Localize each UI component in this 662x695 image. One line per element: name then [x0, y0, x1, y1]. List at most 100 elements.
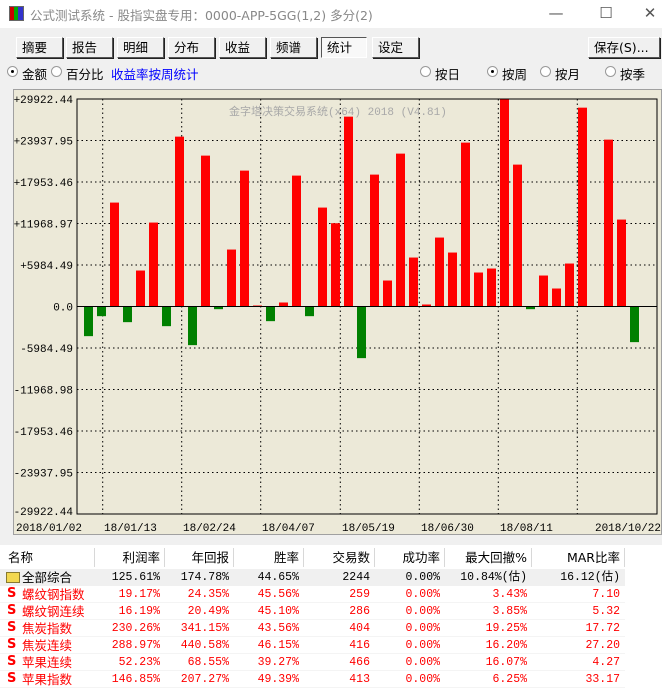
table-row[interactable]: S 螺纹钢连续 16.19% 20.49% 45.10% 286 0.00% 3.85% 5.3… — [0, 603, 625, 620]
bar — [240, 170, 249, 307]
tab-7[interactable]: 设定 — [372, 37, 419, 58]
bar — [227, 249, 236, 307]
amount-label: 金额 — [22, 67, 48, 82]
y-tick-label: -5984.49 — [20, 344, 73, 356]
strategy-s-icon: S — [7, 586, 17, 601]
close-button[interactable]: ✕ — [643, 4, 657, 22]
period-radio-2[interactable] — [540, 66, 551, 77]
table-row[interactable]: 全部综合 125.61% 174.78% 44.65% 2244 0.00% 10.84%(… — [0, 569, 625, 586]
period-label-0: 按日 — [435, 67, 461, 82]
row-cell: 416 — [349, 639, 370, 652]
y-tick-label: +23937.95 — [14, 137, 73, 149]
column-header[interactable]: 最大回撤% — [445, 548, 532, 567]
watermark: 金字塔决策交易系统(x64) 2018 (V4.81) — [229, 104, 447, 119]
bar — [110, 202, 119, 307]
row-cell: 404 — [349, 622, 370, 635]
row-cell: 52.23% — [118, 656, 160, 669]
period-radio-0[interactable] — [420, 66, 431, 77]
maximize-button[interactable]: ☐ — [599, 4, 613, 22]
bar — [513, 164, 522, 307]
row-cell: 45.10% — [257, 605, 299, 618]
period-radio-1[interactable] — [487, 66, 498, 77]
row-cell: 207.27% — [180, 673, 229, 686]
save-button[interactable]: 保存(S)... — [588, 37, 660, 58]
bar — [279, 302, 288, 307]
tab-4[interactable]: 收益 — [219, 37, 266, 58]
row-cell: 3.85% — [492, 605, 527, 618]
percent-radio[interactable] — [51, 66, 62, 77]
folder-icon — [6, 572, 20, 583]
row-cell: 45.56% — [257, 588, 299, 601]
table-row[interactable]: S 苹果连续 52.23% 68.55% 39.27% 466 0.00% 16.07% 4.2… — [0, 654, 625, 671]
table-row[interactable]: S 苹果指数 146.85% 207.27% 49.39% 413 0.00% 6.25% 33… — [0, 671, 625, 688]
column-header[interactable]: 名称 — [0, 548, 95, 567]
row-cell: 19.17% — [118, 588, 160, 601]
row-cell: 16.19% — [118, 605, 160, 618]
row-cell: 3.43% — [492, 588, 527, 601]
column-header[interactable]: 胜率 — [234, 548, 304, 567]
x-tick-label: 18/04/07 — [262, 523, 315, 535]
row-cell: 43.56% — [257, 622, 299, 635]
bar — [123, 306, 132, 323]
minimize-button[interactable]: — — [548, 4, 564, 22]
bar — [565, 263, 574, 307]
weekly-stat-link[interactable]: 收益率按周统计 — [111, 67, 199, 82]
strategy-s-icon: S — [7, 637, 17, 652]
strategy-s-icon: S — [7, 620, 17, 635]
bar — [188, 306, 197, 346]
row-cell: 39.27% — [257, 656, 299, 669]
tab-3[interactable]: 分布 — [168, 37, 215, 58]
y-tick-label: +29922.44 — [14, 95, 73, 107]
bar — [435, 237, 444, 307]
period-radio-3[interactable] — [605, 66, 616, 77]
bar — [84, 306, 93, 337]
bar — [461, 142, 470, 307]
row-cell: 44.65% — [257, 571, 299, 584]
bar — [136, 270, 145, 307]
column-header[interactable]: 成功率 — [375, 548, 445, 567]
table-row[interactable]: S 螺纹钢指数 19.17% 24.35% 45.56% 259 0.00% 3.43% 7.1… — [0, 586, 625, 603]
table-row[interactable]: S 焦炭指数 230.26% 341.15% 43.56% 404 0.00% 19.25% 1… — [0, 620, 625, 637]
row-cell: 174.78% — [180, 571, 229, 584]
bar — [201, 155, 210, 307]
tab-1[interactable]: 报告 — [66, 37, 113, 58]
column-header[interactable]: 交易数 — [304, 548, 375, 567]
amount-radio[interactable] — [7, 66, 18, 77]
row-cell: 286 — [349, 605, 370, 618]
strategy-s-icon: S — [7, 671, 17, 686]
y-tick-label: -23937.95 — [14, 469, 73, 481]
row-name: 焦炭连续 — [22, 638, 73, 653]
x-tick-label: 18/01/13 — [104, 523, 157, 535]
bar — [630, 306, 639, 343]
period-label-3: 按季 — [620, 67, 646, 82]
row-cell: 230.26% — [111, 622, 160, 635]
column-header[interactable]: MAR比率 — [532, 548, 625, 567]
row-cell: 0.00% — [405, 639, 440, 652]
row-cell: 341.15% — [180, 622, 229, 635]
tab-6[interactable]: 统计 — [321, 37, 367, 58]
window-title: 公式测试系统 - 股指实盘专用：0000-APP-5GG(1,2) 多分(2) — [30, 8, 373, 23]
bar — [617, 219, 626, 307]
x-tick-label: 18/05/19 — [342, 523, 395, 535]
row-cell: 33.17 — [585, 673, 620, 686]
column-header[interactable]: 年回报 — [165, 548, 234, 567]
tab-0[interactable]: 摘要 — [16, 37, 63, 58]
bar — [370, 174, 379, 307]
column-header[interactable]: 利润率 — [95, 548, 165, 567]
strategy-s-icon: S — [7, 654, 17, 669]
row-cell: 68.55% — [187, 656, 229, 669]
x-tick-label: 18/02/24 — [183, 523, 236, 535]
bar — [487, 268, 496, 307]
x-tick-label: 2018/01/02 — [16, 523, 82, 535]
row-cell: 125.61% — [111, 571, 160, 584]
row-cell: 0.00% — [405, 588, 440, 601]
tab-2[interactable]: 明细 — [117, 37, 164, 58]
tab-5[interactable]: 频谱 — [270, 37, 317, 58]
row-cell: 16.20% — [485, 639, 527, 652]
bar — [292, 175, 301, 307]
table-row[interactable]: S 焦炭连续 288.97% 440.58% 46.15% 416 0.00% 16.20% 2… — [0, 637, 625, 654]
bar — [578, 107, 587, 307]
row-cell: 16.07% — [485, 656, 527, 669]
row-cell: 4.27 — [592, 656, 620, 669]
row-cell: 0.00% — [405, 605, 440, 618]
